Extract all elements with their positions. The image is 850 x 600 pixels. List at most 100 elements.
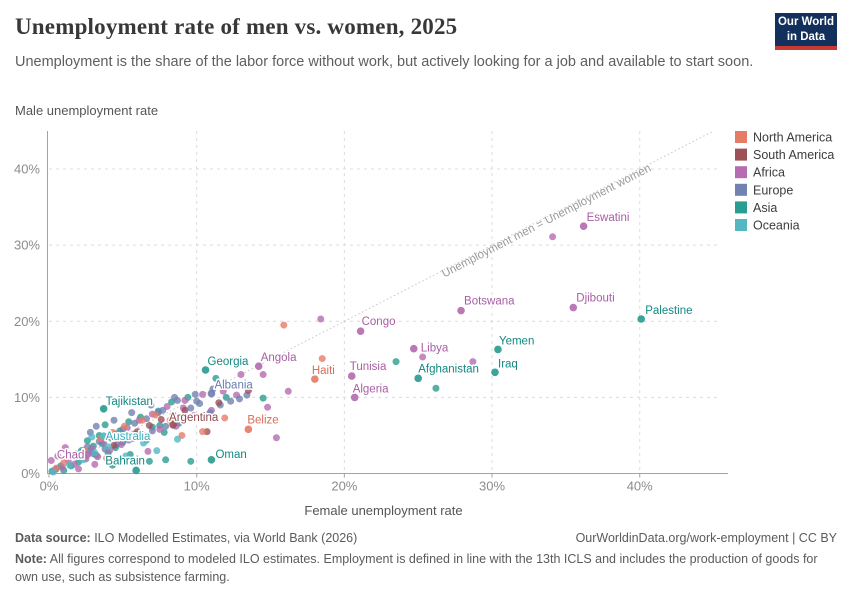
data-point[interactable] bbox=[259, 371, 267, 379]
data-point[interactable] bbox=[138, 416, 146, 424]
data-point[interactable] bbox=[153, 447, 161, 455]
data-point[interactable] bbox=[244, 387, 252, 395]
data-point[interactable] bbox=[196, 399, 204, 407]
data-point-congo[interactable] bbox=[356, 327, 365, 335]
data-point-angola[interactable] bbox=[254, 362, 263, 370]
data-point[interactable] bbox=[122, 433, 130, 441]
data-point[interactable] bbox=[147, 401, 155, 409]
owid-logo[interactable]: Our World in Data bbox=[775, 13, 837, 50]
data-point[interactable] bbox=[264, 403, 272, 411]
data-point[interactable] bbox=[140, 439, 148, 447]
data-point-botswana[interactable] bbox=[457, 306, 465, 315]
data-point-algeria[interactable] bbox=[350, 393, 359, 402]
data-point[interactable] bbox=[54, 452, 62, 460]
data-point[interactable] bbox=[419, 353, 427, 361]
data-point[interactable] bbox=[212, 374, 220, 382]
data-point[interactable] bbox=[221, 414, 229, 422]
data-point-djibouti[interactable] bbox=[569, 303, 578, 312]
data-point[interactable] bbox=[187, 457, 195, 465]
data-point[interactable] bbox=[134, 428, 142, 436]
data-point[interactable] bbox=[144, 447, 152, 455]
data-point[interactable] bbox=[125, 418, 133, 426]
data-point[interactable] bbox=[259, 394, 267, 402]
data-point-argentina[interactable] bbox=[169, 420, 177, 429]
data-point[interactable] bbox=[110, 416, 118, 424]
data-point-iraq[interactable] bbox=[491, 368, 499, 377]
data-point[interactable] bbox=[131, 419, 139, 427]
data-point[interactable] bbox=[190, 412, 198, 420]
data-point-chad[interactable] bbox=[83, 450, 92, 459]
data-point[interactable] bbox=[120, 422, 128, 430]
data-point[interactable] bbox=[199, 390, 207, 398]
data-point[interactable] bbox=[173, 435, 181, 443]
data-point[interactable] bbox=[157, 415, 165, 423]
data-point[interactable] bbox=[109, 428, 117, 436]
data-point[interactable] bbox=[200, 415, 208, 423]
data-point-palestine[interactable] bbox=[637, 315, 646, 323]
data-point[interactable] bbox=[109, 461, 117, 469]
owid-url-link[interactable]: OurWorldinData.org/work-employment | CC … bbox=[575, 531, 837, 545]
data-point[interactable] bbox=[469, 358, 477, 366]
data-point-haiti[interactable] bbox=[311, 375, 319, 383]
data-point[interactable] bbox=[187, 404, 195, 412]
data-point[interactable] bbox=[128, 409, 136, 417]
data-point[interactable] bbox=[173, 396, 181, 404]
data-point[interactable] bbox=[317, 315, 325, 323]
data-point[interactable] bbox=[219, 387, 227, 395]
data-point-australia[interactable] bbox=[99, 432, 108, 441]
data-point[interactable] bbox=[75, 465, 83, 473]
data-point[interactable] bbox=[236, 395, 244, 403]
data-point-albania[interactable] bbox=[207, 389, 216, 398]
data-point-bahrain[interactable] bbox=[132, 466, 140, 475]
data-point[interactable] bbox=[104, 443, 112, 451]
data-point[interactable] bbox=[151, 411, 159, 419]
data-point[interactable] bbox=[156, 425, 164, 433]
data-point[interactable] bbox=[280, 321, 288, 329]
data-point-eswatini[interactable] bbox=[579, 222, 588, 230]
data-point[interactable] bbox=[148, 427, 156, 435]
data-point[interactable] bbox=[79, 456, 87, 464]
data-point[interactable] bbox=[145, 422, 153, 430]
data-point[interactable] bbox=[549, 233, 557, 241]
data-point[interactable] bbox=[237, 371, 245, 379]
data-point[interactable] bbox=[60, 459, 68, 467]
data-point-tajikistan[interactable] bbox=[99, 405, 108, 413]
data-point[interactable] bbox=[47, 457, 55, 465]
data-point[interactable] bbox=[284, 387, 292, 395]
legend-item-south-america[interactable]: South America bbox=[735, 148, 834, 162]
data-point[interactable] bbox=[61, 444, 69, 452]
legend-item-asia[interactable]: Asia bbox=[735, 201, 777, 215]
data-point[interactable] bbox=[181, 396, 189, 404]
legend-item-africa[interactable]: Africa bbox=[735, 166, 785, 180]
data-point[interactable] bbox=[318, 355, 326, 363]
data-point[interactable] bbox=[103, 454, 111, 462]
data-point[interactable] bbox=[159, 406, 167, 414]
data-point-afghanistan[interactable] bbox=[414, 374, 423, 383]
data-point[interactable] bbox=[178, 416, 186, 424]
data-point[interactable] bbox=[191, 390, 199, 398]
data-point[interactable] bbox=[432, 384, 440, 392]
legend-item-oceania[interactable]: Oceania bbox=[735, 219, 800, 233]
data-point[interactable] bbox=[66, 461, 74, 469]
data-point[interactable] bbox=[181, 406, 189, 414]
data-point[interactable] bbox=[272, 434, 280, 442]
data-point[interactable] bbox=[215, 399, 223, 407]
data-point[interactable] bbox=[392, 358, 400, 366]
data-point[interactable] bbox=[227, 397, 235, 405]
data-point[interactable] bbox=[49, 468, 57, 476]
data-point[interactable] bbox=[91, 460, 99, 468]
data-point[interactable] bbox=[169, 411, 177, 419]
legend-item-europe[interactable]: Europe bbox=[735, 183, 793, 197]
data-point[interactable] bbox=[88, 433, 96, 441]
data-point[interactable] bbox=[110, 441, 118, 449]
data-point-belize[interactable] bbox=[244, 425, 253, 434]
data-point-yemen[interactable] bbox=[494, 345, 502, 354]
data-point[interactable] bbox=[145, 457, 153, 465]
data-point[interactable] bbox=[122, 452, 130, 460]
data-point[interactable] bbox=[91, 449, 99, 457]
data-point[interactable] bbox=[199, 428, 207, 436]
data-point[interactable] bbox=[92, 422, 100, 430]
data-point-oman[interactable] bbox=[207, 456, 216, 464]
data-point[interactable] bbox=[162, 422, 170, 430]
data-point-tunisia[interactable] bbox=[347, 372, 356, 380]
